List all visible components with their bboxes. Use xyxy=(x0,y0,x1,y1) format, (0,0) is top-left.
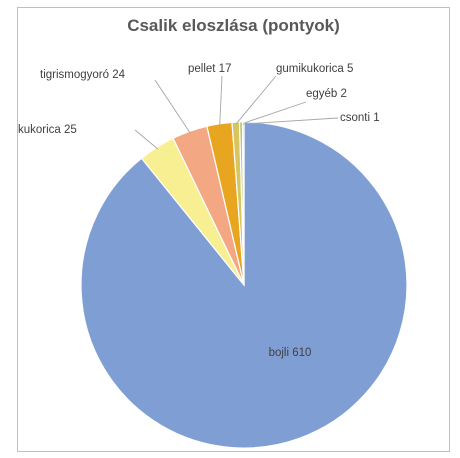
data-label-csonti: csonti 1 xyxy=(340,112,380,124)
leader-line-pellet xyxy=(219,75,223,126)
data-label-tigrismogyoró: tigrismogyoró 24 xyxy=(40,69,126,81)
pie-slice-csonti xyxy=(241,121,245,286)
leader-line-egyéb xyxy=(240,101,307,125)
data-label-kukorica: kukorica 25 xyxy=(18,124,77,136)
data-label-egyéb: egyéb 2 xyxy=(306,88,347,100)
data-label-bojli: bojli 610 xyxy=(269,347,312,359)
data-label-pellet: pellet 17 xyxy=(188,63,231,75)
leader-line-tigrismogyoró xyxy=(154,79,191,134)
data-label-gumikukorica: gumikukorica 5 xyxy=(276,63,353,75)
leader-line-kukorica xyxy=(134,129,159,150)
leader-line-gumikukorica xyxy=(235,75,277,125)
chart-title: Csalik eloszlása (pontyok) xyxy=(127,16,340,35)
leader-line-csonti xyxy=(243,117,339,125)
